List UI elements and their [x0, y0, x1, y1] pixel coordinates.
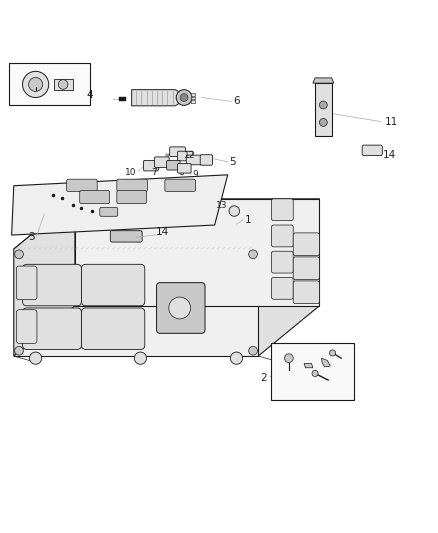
- FancyBboxPatch shape: [110, 231, 142, 242]
- Polygon shape: [75, 199, 319, 306]
- FancyBboxPatch shape: [293, 257, 319, 280]
- FancyBboxPatch shape: [22, 264, 81, 306]
- FancyBboxPatch shape: [293, 233, 319, 256]
- Polygon shape: [12, 175, 228, 235]
- Text: 7: 7: [152, 168, 157, 177]
- Bar: [272, 343, 354, 400]
- Circle shape: [29, 352, 42, 364]
- Circle shape: [169, 297, 191, 319]
- FancyBboxPatch shape: [80, 190, 110, 204]
- Circle shape: [319, 101, 327, 109]
- FancyBboxPatch shape: [154, 157, 169, 167]
- Bar: [191, 96, 195, 99]
- Text: 8: 8: [179, 168, 184, 177]
- Text: 10: 10: [124, 168, 136, 177]
- Text: 6: 6: [233, 96, 240, 107]
- FancyBboxPatch shape: [362, 145, 382, 156]
- Bar: [166, 154, 169, 157]
- Text: 9: 9: [193, 171, 198, 179]
- FancyBboxPatch shape: [272, 277, 293, 299]
- Bar: [191, 100, 195, 103]
- FancyBboxPatch shape: [170, 147, 185, 157]
- Text: 3: 3: [28, 232, 35, 242]
- FancyBboxPatch shape: [177, 164, 191, 173]
- Text: 4: 4: [87, 90, 93, 100]
- Circle shape: [312, 370, 318, 376]
- Polygon shape: [321, 358, 330, 367]
- Polygon shape: [313, 78, 334, 83]
- Circle shape: [229, 206, 240, 216]
- Text: 5: 5: [229, 157, 235, 167]
- Polygon shape: [14, 199, 319, 249]
- FancyBboxPatch shape: [100, 207, 118, 216]
- Circle shape: [58, 79, 68, 89]
- Circle shape: [285, 354, 293, 362]
- Circle shape: [14, 346, 23, 355]
- Circle shape: [176, 90, 192, 106]
- FancyBboxPatch shape: [67, 179, 97, 191]
- FancyBboxPatch shape: [81, 264, 145, 306]
- Text: 13: 13: [216, 201, 228, 210]
- Circle shape: [249, 346, 258, 355]
- Circle shape: [22, 71, 49, 98]
- Circle shape: [28, 77, 42, 92]
- FancyBboxPatch shape: [22, 308, 81, 350]
- Circle shape: [230, 352, 243, 364]
- Text: 14: 14: [383, 150, 396, 160]
- FancyBboxPatch shape: [156, 282, 205, 333]
- Bar: [315, 83, 332, 135]
- Circle shape: [14, 250, 23, 259]
- FancyBboxPatch shape: [293, 281, 319, 304]
- Circle shape: [180, 94, 188, 101]
- Circle shape: [249, 250, 258, 259]
- Circle shape: [329, 350, 336, 356]
- FancyBboxPatch shape: [81, 308, 145, 350]
- FancyBboxPatch shape: [165, 179, 195, 191]
- FancyBboxPatch shape: [144, 160, 158, 171]
- Bar: [191, 93, 195, 96]
- Polygon shape: [132, 90, 182, 106]
- Bar: [119, 97, 127, 101]
- Polygon shape: [54, 79, 73, 90]
- FancyBboxPatch shape: [166, 160, 180, 170]
- Circle shape: [319, 118, 327, 126]
- Circle shape: [134, 352, 147, 364]
- Text: 2: 2: [261, 373, 267, 383]
- Text: 1: 1: [245, 215, 251, 225]
- Polygon shape: [304, 364, 313, 368]
- Text: 14: 14: [155, 227, 169, 237]
- Polygon shape: [258, 199, 319, 356]
- Polygon shape: [14, 199, 75, 356]
- FancyBboxPatch shape: [16, 310, 37, 343]
- FancyBboxPatch shape: [16, 266, 37, 300]
- FancyBboxPatch shape: [272, 199, 293, 221]
- Text: 12: 12: [184, 151, 195, 160]
- Text: 11: 11: [385, 117, 398, 127]
- FancyBboxPatch shape: [200, 155, 212, 165]
- FancyBboxPatch shape: [117, 179, 148, 191]
- FancyBboxPatch shape: [177, 151, 193, 161]
- Polygon shape: [14, 249, 258, 356]
- FancyBboxPatch shape: [186, 155, 202, 165]
- FancyBboxPatch shape: [272, 225, 293, 247]
- Bar: [10, 63, 90, 105]
- FancyBboxPatch shape: [272, 251, 293, 273]
- FancyBboxPatch shape: [117, 190, 147, 204]
